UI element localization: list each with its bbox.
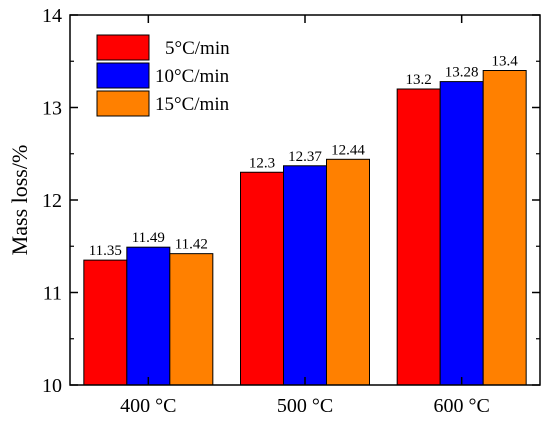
legend-label: 10°C/min xyxy=(155,66,230,87)
legend-swatch xyxy=(96,90,150,117)
bar xyxy=(283,165,327,386)
data-label: 11.42 xyxy=(175,237,208,253)
bar xyxy=(482,70,527,386)
data-label: 12.44 xyxy=(331,142,365,158)
data-label: 11.49 xyxy=(132,230,165,246)
y-tick-label: 13 xyxy=(42,98,62,120)
bar xyxy=(169,253,214,386)
data-label: 11.35 xyxy=(89,243,122,259)
data-label: 12.3 xyxy=(249,155,275,171)
data-labels-group: 11.35 11.49 11.42 12.3 12.37 12.44 13.2 13.28 13… xyxy=(89,54,519,260)
bars-group xyxy=(83,70,527,386)
y-tick-label: 14 xyxy=(42,5,62,27)
bar xyxy=(326,158,370,386)
bar xyxy=(439,81,484,386)
data-label: 13.2 xyxy=(406,72,432,88)
legend-label: 5°C/min xyxy=(165,38,230,59)
data-label: 13.28 xyxy=(445,65,479,81)
legend-swatch xyxy=(96,34,150,61)
bar xyxy=(83,259,128,386)
x-axis-ticks: 400 °C 500 °C 600 °C xyxy=(120,15,490,417)
y-tick-label: 11 xyxy=(43,283,62,305)
legend: 5°C/min 10°C/min 15°C/min xyxy=(96,34,230,117)
data-label: 12.37 xyxy=(288,149,322,165)
legend-swatch xyxy=(96,62,150,89)
plot-frame xyxy=(69,14,541,386)
y-tick-label: 10 xyxy=(42,375,62,397)
legend-label: 15°C/min xyxy=(155,94,230,115)
y-axis-label: Mass loss/% xyxy=(7,145,32,256)
x-tick-label: 600 °C xyxy=(433,395,489,417)
y-tick-label: 12 xyxy=(42,190,62,212)
x-tick-label: 500 °C xyxy=(277,395,333,417)
bar xyxy=(396,88,441,386)
bar xyxy=(240,171,284,386)
x-tick-label: 400 °C xyxy=(120,395,176,417)
bar xyxy=(126,246,171,386)
data-label: 13.4 xyxy=(492,54,519,70)
